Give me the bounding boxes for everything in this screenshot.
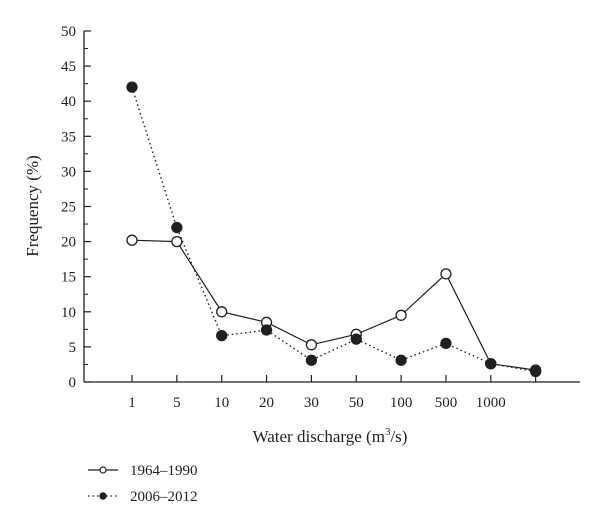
data-point-series-1 <box>305 339 318 351</box>
series-layer <box>126 81 542 378</box>
y-tick-label: 35 <box>61 129 76 145</box>
y-tick-label: 20 <box>61 235 76 251</box>
legend-item-2: 2006–2012 <box>88 489 198 505</box>
series-line-1 <box>131 239 536 371</box>
y-tick-label: 5 <box>69 340 77 356</box>
data-point-series-1 <box>440 268 452 280</box>
y-tick-label: 50 <box>61 24 76 40</box>
data-point-series-2 <box>305 354 318 366</box>
x-tick-label: 10 <box>214 395 229 411</box>
x-axis-title: Water discharge (m3/s) <box>253 426 408 446</box>
data-point-series-2 <box>395 354 407 366</box>
y-tick-label: 10 <box>61 305 76 321</box>
x-axis-title-main: Water discharge (m <box>253 427 385 446</box>
x-tick-label: 500 <box>435 395 458 411</box>
data-point-series-2 <box>260 324 273 336</box>
data-point-series-2 <box>485 358 497 370</box>
x-tick-label: 5 <box>173 395 181 411</box>
data-point-series-2 <box>126 81 138 93</box>
x-axis-title-end: /s) <box>390 427 407 446</box>
x-tick-label: 1000 <box>476 395 506 411</box>
x-tick-label: 1 <box>128 395 136 411</box>
series-line-2 <box>131 86 536 373</box>
data-point-series-1 <box>171 235 183 248</box>
y-tick-label: 40 <box>61 94 76 110</box>
data-point-series-2 <box>350 333 362 345</box>
y-tick-label: 15 <box>61 270 76 286</box>
x-tick-label: 30 <box>304 395 319 411</box>
legend-marker-1 <box>99 466 107 474</box>
x-tick-label: 20 <box>259 395 274 411</box>
legend-marker-2 <box>99 492 107 500</box>
y-tick-label: 45 <box>61 59 76 75</box>
legend-item-1: 1964–1990 <box>88 463 198 479</box>
legend-label-1: 1964–1990 <box>130 463 198 479</box>
y-axis-title: Frequency (%) <box>23 155 42 257</box>
x-tick-label: 100 <box>390 395 413 411</box>
y-tick-label: 30 <box>61 164 76 180</box>
data-point-series-1 <box>126 234 138 246</box>
x-tick-label: 50 <box>349 395 364 411</box>
data-point-series-2 <box>440 337 452 350</box>
data-point-series-2 <box>171 221 183 234</box>
data-point-series-2 <box>216 330 228 342</box>
x-axis-title-superscript: 3 <box>385 426 391 438</box>
legend-label-2: 2006–2012 <box>130 489 198 505</box>
data-point-series-2 <box>530 365 542 378</box>
data-point-series-1 <box>395 309 407 321</box>
y-tick-label: 25 <box>61 200 76 216</box>
data-point-series-1 <box>216 306 228 318</box>
y-tick-label: 0 <box>69 375 77 391</box>
legend: 1964–1990 2006–2012 <box>88 463 198 505</box>
